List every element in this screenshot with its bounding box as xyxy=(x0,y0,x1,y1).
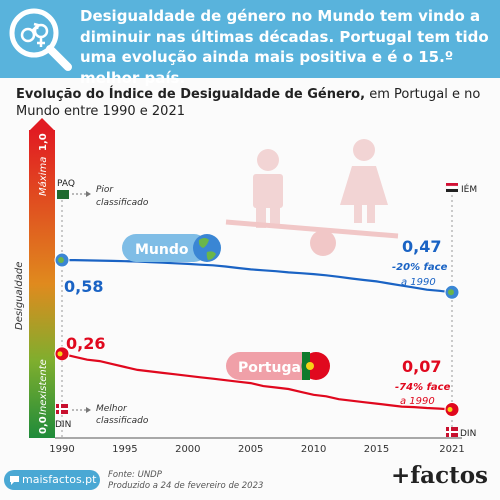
portugal-flag-icon xyxy=(301,352,330,380)
portugal-change-label: -74% face xyxy=(395,382,451,393)
mundo-end-label: 0,47 xyxy=(402,237,441,256)
speech-bubble-icon xyxy=(10,476,19,485)
portugal-start-point-detail xyxy=(57,351,63,357)
x-tick-label: 2005 xyxy=(238,444,263,455)
source-text: Fonte: UNDP xyxy=(108,470,162,480)
portugal-end-point-detail xyxy=(447,406,453,412)
mundo-start-point-detail xyxy=(58,257,64,264)
y-axis-bar xyxy=(29,130,55,438)
portugal-start-label: 0,26 xyxy=(66,334,105,353)
x-tick-label: 1990 xyxy=(49,444,74,455)
x-tick-label: 2021 xyxy=(439,444,464,455)
x-tick-label: 2015 xyxy=(364,444,389,455)
site-logo[interactable]: maisfactos.pt xyxy=(4,470,100,490)
gender-symbols-magnifier-icon xyxy=(9,8,72,71)
worst-label-2: classificado xyxy=(96,198,149,208)
best-label-2: classificado xyxy=(96,416,149,426)
x-tick-label: 1995 xyxy=(112,444,137,455)
worst-label-1: Pior xyxy=(96,185,114,195)
x-ticks: 1990 1995 2000 2005 2010 2015 2021 xyxy=(49,444,464,455)
y-axis-arrow-head xyxy=(30,118,54,130)
mundo-change-label: -20% face xyxy=(392,262,448,273)
site-url: maisfactos.pt xyxy=(22,473,97,486)
pakistan-flag-icon xyxy=(57,190,69,199)
mundo-change-label-2: a 1990 xyxy=(401,277,436,288)
produced-text: Produzido a 24 de fevereiro de 2023 xyxy=(108,481,264,491)
brand-logo: +factos xyxy=(391,462,488,489)
portugal-end-label: 0,07 xyxy=(402,357,441,376)
worst-country-code: PAQ xyxy=(57,179,75,189)
portugal-pill-label: Portugal xyxy=(238,360,306,376)
headline: Desigualdade de género no Mundo tem vind… xyxy=(80,7,489,87)
best-2021-code: DIN xyxy=(460,429,476,439)
series-layer xyxy=(54,252,460,417)
best-country-code: DIN xyxy=(55,420,71,430)
mundo-start-label: 0,58 xyxy=(64,277,103,296)
denmark-flag-icon xyxy=(56,404,68,414)
portugal-change-label-2: a 1990 xyxy=(400,396,435,407)
y-axis-label: Desigualdade xyxy=(14,262,25,330)
mundo-pill xyxy=(122,234,208,262)
worst-arrow-head xyxy=(86,191,91,197)
chart-subtitle: Evolução do Índice de Desigualdade de Gé… xyxy=(16,86,486,120)
portugal-pill xyxy=(226,352,316,380)
best-label-1: Melhor xyxy=(96,404,128,414)
x-tick-label: 2000 xyxy=(175,444,200,455)
subtitle-rest: em Portugal e no Mundo entre 1990 e 2021 xyxy=(16,87,481,119)
yemen-flag-icon xyxy=(445,183,459,192)
y-tick-top: 1,0 xyxy=(38,133,49,151)
y-tick-bottom: 0,0 xyxy=(38,416,49,434)
globe-icon xyxy=(193,234,221,262)
mundo-series-line xyxy=(62,259,453,294)
worst-2021-code: IÉM xyxy=(461,183,477,195)
y-bottom-label: Inexistente xyxy=(38,359,49,415)
denmark-flag-icon-2021 xyxy=(446,427,458,437)
y-top-label: Máxima xyxy=(37,157,49,196)
best-arrow-head xyxy=(86,407,91,413)
scale-illustration xyxy=(225,139,399,256)
subtitle-bold: Evolução do Índice de Desigualdade de Gé… xyxy=(16,87,366,102)
header-banner: Desigualdade de género no Mundo tem vind… xyxy=(0,0,500,87)
portugal-series-line xyxy=(61,352,453,411)
x-tick-label: 2010 xyxy=(301,444,326,455)
mundo-pill-label: Mundo xyxy=(135,242,189,258)
mundo-end-point-detail xyxy=(448,289,454,296)
